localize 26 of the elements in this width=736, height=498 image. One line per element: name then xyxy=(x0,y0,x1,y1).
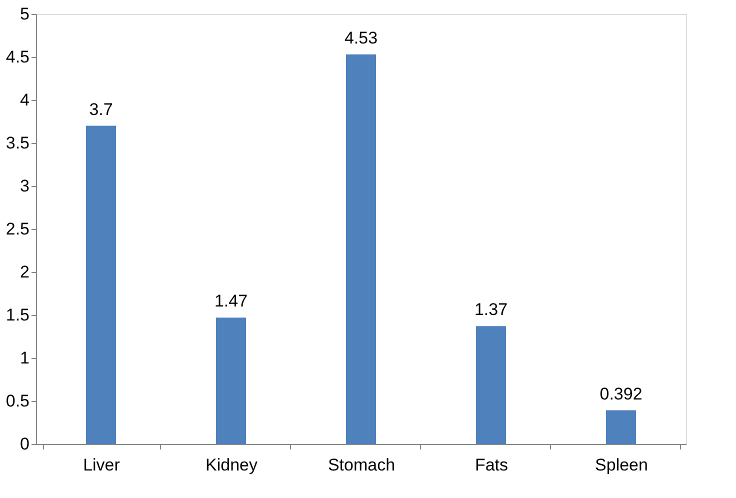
y-tick-label: 0.5 xyxy=(6,392,30,410)
bar xyxy=(476,326,506,444)
bar xyxy=(346,54,376,444)
y-tick-label: 2 xyxy=(20,262,30,282)
y-tick-label: 0 xyxy=(20,434,30,454)
data-label: 1.37 xyxy=(474,300,508,320)
bar xyxy=(216,318,246,444)
y-tick-label: 1 xyxy=(20,348,30,368)
y-tick-label: 2.5 xyxy=(6,220,30,238)
data-label: 0.392 xyxy=(600,384,642,404)
x-tick-label: Stomach xyxy=(328,456,396,474)
y-tick-label: 3.5 xyxy=(6,134,30,152)
x-tick-label: Spleen xyxy=(595,456,648,474)
bar xyxy=(86,126,116,444)
y-tick-label: 1.5 xyxy=(6,306,30,324)
y-tick-label: 3 xyxy=(20,176,30,196)
x-tick-label: Liver xyxy=(83,456,120,474)
x-tick-label: Kidney xyxy=(206,456,258,474)
y-tick-label: 4 xyxy=(20,90,30,110)
bar xyxy=(606,410,636,444)
data-label: 3.7 xyxy=(89,100,113,119)
data-label: 4.53 xyxy=(344,28,378,48)
y-tick-label: 4.5 xyxy=(6,48,30,66)
data-label: 1.47 xyxy=(214,292,248,311)
x-tick-label: Fats xyxy=(474,456,508,474)
y-tick-label: 5 xyxy=(20,4,30,24)
